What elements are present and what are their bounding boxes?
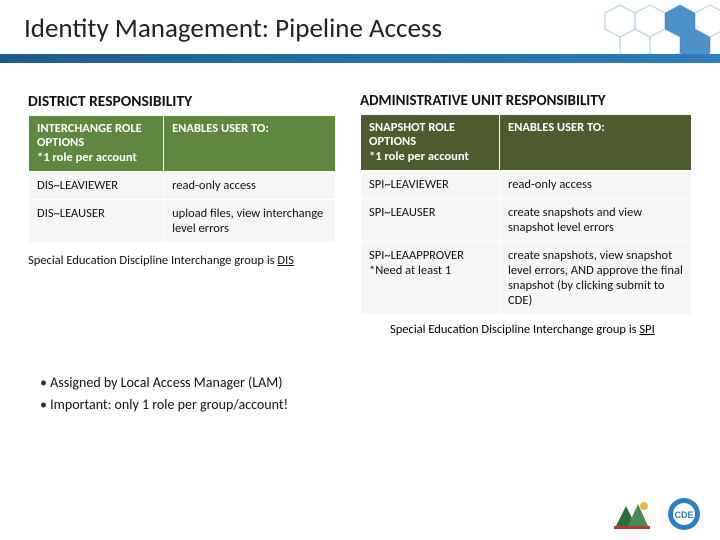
au-table: SNAPSHOT ROLE OPTIONS *1 role per accoun… [360,114,692,315]
table-row: DIS~LEAVIEWER read-only access [29,172,336,200]
table-row: SPI~LEAAPPROVER *Need at least 1 create … [361,242,692,315]
district-heading: DISTRICT RESPONSIBILITY [28,92,336,111]
district-col-0: INTERCHANGE ROLE OPTIONS *1 role per acc… [29,116,164,172]
district-note: Special Education Discipline Interchange… [28,253,336,268]
cde-logo-icon: CDE [662,496,706,532]
footer-logos: CDE [610,496,706,532]
header-band [0,54,720,63]
table-row: DIS~LEAUSER upload files, view interchan… [29,200,336,243]
district-table: INTERCHANGE ROLE OPTIONS *1 role per acc… [28,115,336,243]
list-item: Important: only 1 role per group/account… [40,394,288,416]
au-col-0: SNAPSHOT ROLE OPTIONS *1 role per accoun… [361,115,500,171]
colorado-logo-icon [610,496,654,532]
bullet-list: Assigned by Local Access Manager (LAM) I… [40,372,288,417]
district-section: DISTRICT RESPONSIBILITY INTERCHANGE ROLE… [28,92,336,268]
au-note: Special Education Discipline Interchange… [360,322,692,337]
au-col-1: ENABLES USER TO: [500,115,692,171]
page-title: Identity Management: Pipeline Access [24,12,442,45]
svg-text:CDE: CDE [674,510,693,520]
district-col-1: ENABLES USER TO: [164,116,336,172]
au-section: ADMINISTRATIVE UNIT RESPONSIBILITY SNAPS… [360,92,692,315]
table-row: SPI~LEAVIEWER read-only access [361,171,692,199]
list-item: Assigned by Local Access Manager (LAM) [40,372,288,394]
au-heading: ADMINISTRATIVE UNIT RESPONSIBILITY [360,92,692,110]
table-row: SPI~LEAUSER create snapshots and view sn… [361,199,692,242]
